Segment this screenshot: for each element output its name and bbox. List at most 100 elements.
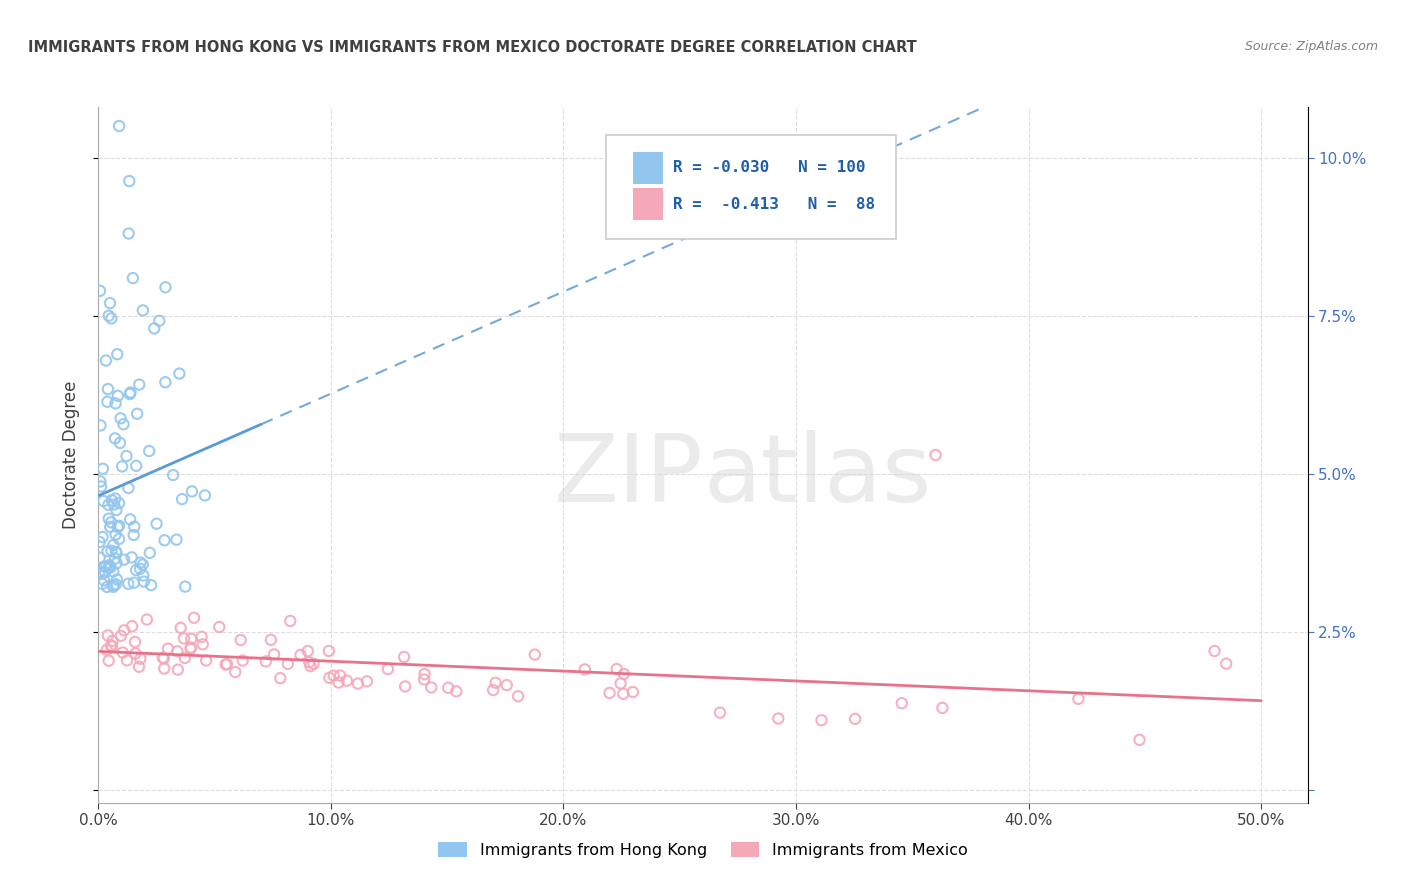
Point xyxy=(94,559,117,574)
Point xyxy=(108,496,131,510)
Point xyxy=(105,545,128,559)
Point xyxy=(124,635,146,649)
Point xyxy=(132,568,155,582)
Point xyxy=(260,632,283,647)
Point xyxy=(153,651,176,665)
Point xyxy=(132,303,155,318)
Point xyxy=(122,271,145,285)
Point xyxy=(152,650,174,665)
Point xyxy=(103,565,125,579)
Point xyxy=(170,621,193,635)
Point xyxy=(111,646,134,660)
Point xyxy=(574,662,596,676)
Point xyxy=(1067,691,1090,706)
Point xyxy=(446,684,468,698)
Point xyxy=(394,680,416,694)
Point xyxy=(97,382,120,396)
Point xyxy=(277,657,299,671)
Point xyxy=(166,644,188,658)
Point xyxy=(621,685,644,699)
Point xyxy=(124,519,146,533)
Point xyxy=(118,174,141,188)
Point xyxy=(107,389,129,403)
Point xyxy=(122,528,145,542)
Point xyxy=(606,662,628,676)
Point xyxy=(98,296,121,310)
Point xyxy=(104,577,127,591)
Point xyxy=(495,678,517,692)
Point xyxy=(89,535,111,549)
Text: IMMIGRANTS FROM HONG KONG VS IMMIGRANTS FROM MEXICO DOCTORATE DEGREE CORRELATION: IMMIGRANTS FROM HONG KONG VS IMMIGRANTS … xyxy=(28,40,917,55)
Point xyxy=(124,647,146,661)
Point xyxy=(105,573,128,587)
Point xyxy=(96,394,118,409)
Point xyxy=(108,436,131,450)
Point xyxy=(298,655,321,669)
Point xyxy=(329,668,352,682)
Point xyxy=(91,462,114,476)
Point xyxy=(183,611,205,625)
Point xyxy=(609,676,631,690)
Point xyxy=(93,574,115,588)
Point xyxy=(180,632,202,646)
Point xyxy=(148,314,170,328)
Point xyxy=(224,665,246,679)
Point xyxy=(810,713,832,727)
Point xyxy=(169,367,191,381)
Point xyxy=(297,644,319,658)
Point xyxy=(328,675,350,690)
Point xyxy=(118,387,141,401)
Point xyxy=(129,651,152,665)
Point xyxy=(101,633,124,648)
Point xyxy=(208,620,231,634)
Point xyxy=(318,671,340,685)
Point xyxy=(162,468,184,483)
FancyBboxPatch shape xyxy=(633,188,664,219)
Point xyxy=(482,683,505,698)
Point xyxy=(104,551,127,566)
Point xyxy=(128,659,150,673)
Point xyxy=(173,632,195,646)
Point xyxy=(347,676,370,690)
Text: atlas: atlas xyxy=(703,430,931,522)
Point xyxy=(89,550,111,565)
Point xyxy=(155,376,177,390)
Point xyxy=(166,663,188,677)
Point xyxy=(89,475,111,489)
Point xyxy=(103,578,125,592)
Point xyxy=(108,119,131,133)
Point xyxy=(91,577,114,591)
Point xyxy=(111,459,134,474)
Point xyxy=(117,481,139,495)
Point xyxy=(155,280,177,294)
Point xyxy=(118,227,141,241)
Point xyxy=(100,516,122,530)
Point xyxy=(125,563,148,577)
Point xyxy=(100,311,122,326)
Point xyxy=(104,431,127,445)
Point xyxy=(129,556,152,570)
Point xyxy=(100,543,122,558)
Point xyxy=(128,377,150,392)
Point xyxy=(121,550,143,565)
Point xyxy=(101,493,124,508)
Point xyxy=(105,347,128,361)
Point xyxy=(108,532,131,546)
Point xyxy=(278,614,301,628)
Point xyxy=(599,686,621,700)
Point xyxy=(138,444,160,458)
Point xyxy=(174,580,197,594)
Point xyxy=(89,565,111,579)
Point xyxy=(97,498,120,512)
Point xyxy=(96,643,118,657)
Point xyxy=(153,661,176,675)
Point xyxy=(90,479,112,493)
Point xyxy=(232,654,254,668)
Point xyxy=(263,648,285,662)
Point xyxy=(194,488,217,502)
Point xyxy=(127,407,149,421)
Point xyxy=(115,449,138,463)
Point xyxy=(180,641,202,656)
Point xyxy=(173,651,195,665)
Point xyxy=(143,321,166,335)
